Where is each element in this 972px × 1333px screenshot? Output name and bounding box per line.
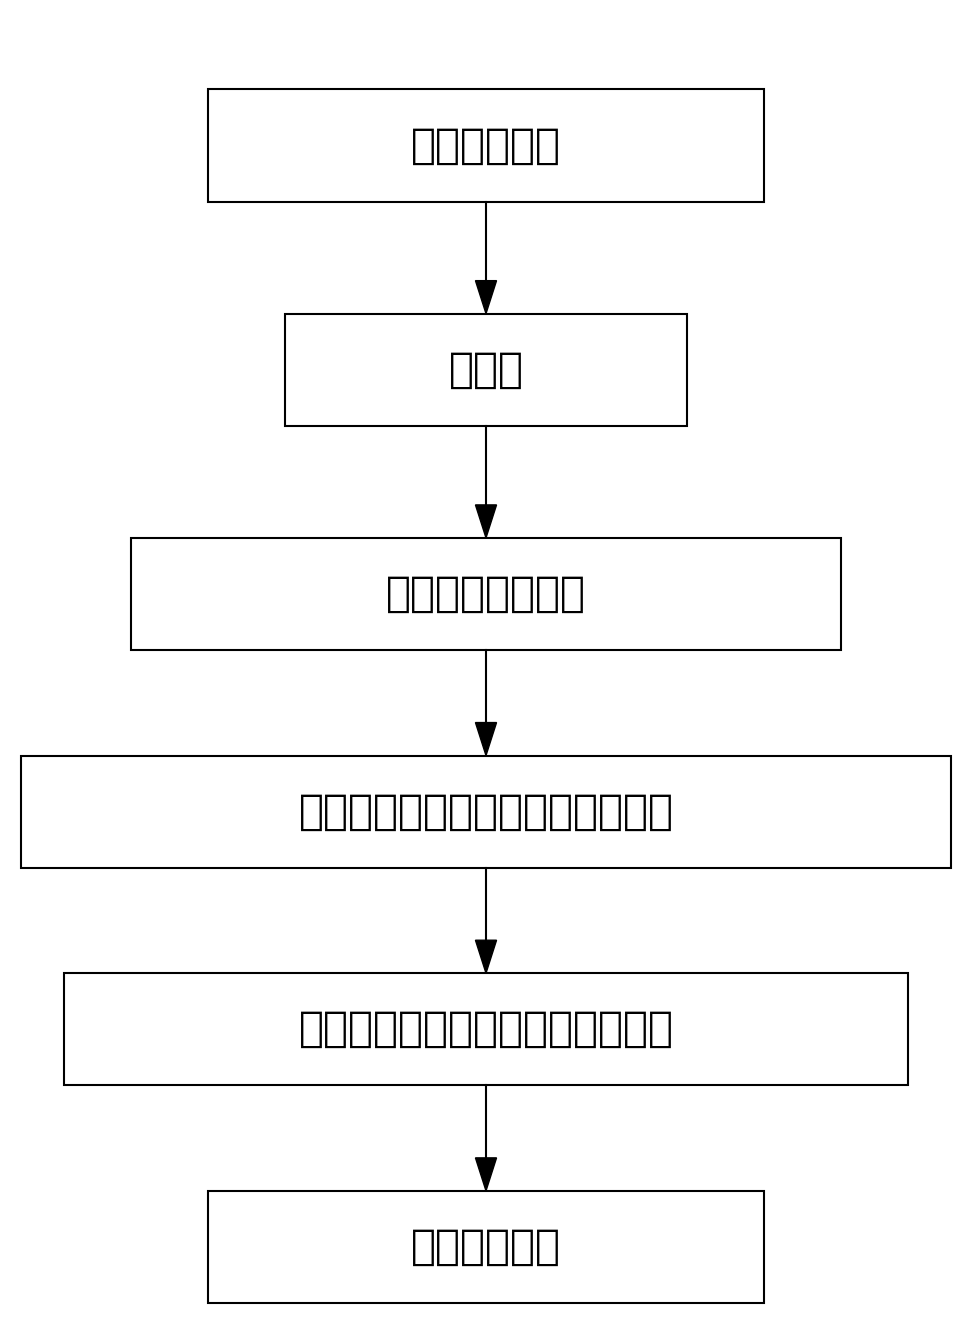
Bar [64, 973, 908, 1085]
Bar [208, 1190, 764, 1302]
Text: 输出解混结果: 输出解混结果 [411, 1226, 561, 1268]
Polygon shape [475, 505, 497, 539]
Bar [131, 539, 841, 651]
Text: 输入解混参数: 输入解混参数 [411, 124, 561, 167]
Text: 构造拟合稀疏矩阵: 构造拟合稀疏矩阵 [386, 573, 586, 615]
Text: 预处理: 预处理 [448, 349, 524, 391]
Polygon shape [475, 1158, 497, 1190]
Bar [285, 313, 687, 425]
Polygon shape [475, 940, 497, 973]
Polygon shape [475, 722, 497, 756]
Bar [208, 89, 764, 201]
Bar [21, 756, 951, 868]
Text: 求解邻域光谱加权的稀疏解混模型: 求解邻域光谱加权的稀疏解混模型 [298, 1008, 674, 1050]
Text: 构造邻域光谱加权的稀疏解混模型: 构造邻域光谱加权的稀疏解混模型 [298, 790, 674, 833]
Polygon shape [475, 281, 497, 313]
